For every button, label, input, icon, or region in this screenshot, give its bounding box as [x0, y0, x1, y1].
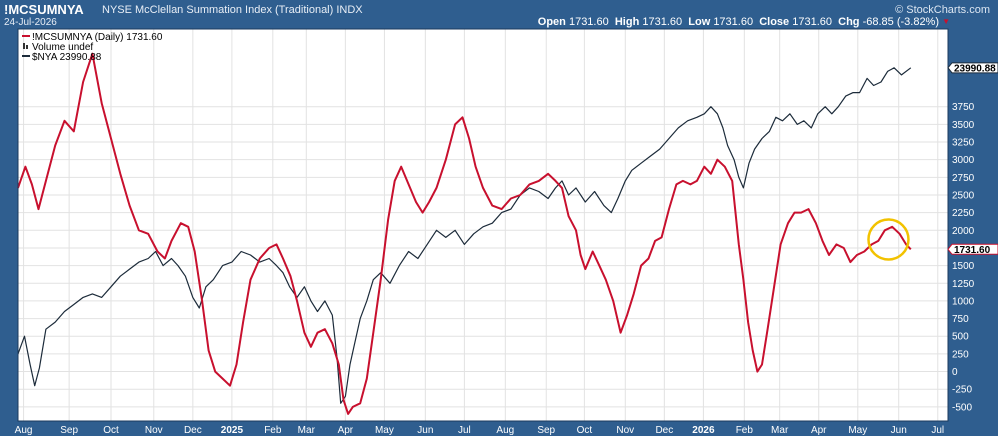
x-gridlines — [23, 29, 939, 421]
x-tick-label: Jul — [931, 425, 944, 436]
x-axis-labels: Aug Sep Oct Nov Dec 2025 Feb Mar Apr May Jun Jul Aug… — [15, 425, 944, 436]
chg-label: Chg — [838, 16, 860, 28]
ohlc-readout: Open 1731.60 High 1731.60 Low 1731.60 Cl… — [538, 16, 950, 28]
y-tick-label: 2500 — [952, 190, 975, 201]
nya-line — [17, 67, 912, 404]
high-label: High — [614, 16, 640, 28]
open-label: Open — [537, 16, 566, 28]
y-tick-label: 3000 — [952, 155, 975, 166]
legend-entry: $NYA 23990.88 — [32, 52, 102, 63]
x-tick-label: Mar — [298, 425, 316, 436]
bar-swatch-icon — [23, 43, 25, 49]
x-tick-label: Dec — [184, 425, 202, 436]
x-tick-label: Mar — [771, 425, 789, 436]
down-triangle-icon: ▼ — [942, 17, 950, 26]
y-tick-label: 250 — [952, 349, 969, 360]
last-value-labels: 23990.88 1731.60 — [947, 62, 998, 256]
x-tick-label: May — [375, 425, 394, 436]
y-tick-label: 0 — [952, 367, 958, 378]
x-tick-label: Apr — [811, 425, 827, 436]
x-tick-label: Nov — [145, 425, 163, 436]
x-tick-label: Feb — [736, 425, 754, 436]
mcsum-line — [17, 52, 912, 415]
y-tick-label: 3750 — [952, 102, 975, 113]
close-value: 1731.60 — [792, 16, 832, 28]
x-tick-label: Sep — [537, 425, 555, 436]
nya-series — [17, 67, 912, 404]
chart-description: NYSE McClellan Summation Index (Traditio… — [102, 4, 363, 16]
brand-watermark: © StockCharts.com — [895, 4, 990, 16]
x-tick-label: Jun — [417, 425, 433, 436]
y-gridlines — [18, 106, 948, 408]
bar-swatch-icon — [26, 45, 28, 49]
y-tick-label: -500 — [952, 402, 972, 413]
y-axis-labels: -500-25002505007501000125015001750200022… — [952, 102, 975, 413]
legend-entry: Volume undef — [32, 42, 93, 53]
nya-last-label: 23990.88 — [954, 63, 996, 74]
x-tick-label: Nov — [616, 425, 634, 436]
highlight-annotation — [867, 218, 910, 261]
x-tick-label: Apr — [338, 425, 354, 436]
y-tick-label: 1000 — [952, 296, 975, 307]
plot-border — [17, 28, 949, 422]
y-tick-label: 2000 — [952, 226, 975, 237]
mcsum-last-label-box — [947, 243, 998, 255]
legend-entry: !MCSUMNYA (Daily) 1731.60 — [32, 32, 163, 43]
x-tick-label: Aug — [15, 425, 33, 436]
y-tick-label: 1250 — [952, 279, 975, 290]
y-tick-label: -250 — [952, 385, 972, 396]
y-tick-label: 3500 — [952, 120, 975, 131]
x-tick-label: Jul — [458, 425, 471, 436]
chart-date: 24-Jul-2026 — [4, 17, 57, 28]
y-tick-label: 500 — [952, 332, 969, 343]
x-tick-label: Oct — [577, 425, 593, 436]
x-tick-label: Feb — [264, 425, 282, 436]
high-value: 1731.60 — [642, 16, 683, 28]
low-label: Low — [688, 16, 711, 28]
x-tick-label: Oct — [103, 425, 119, 436]
low-value: 1731.60 — [713, 16, 754, 28]
y-tick-label: 2750 — [952, 173, 975, 184]
highlight-circle — [867, 218, 910, 261]
x-tick-label: Aug — [496, 425, 514, 436]
mcsum-series — [17, 52, 912, 415]
y-tick-label: 750 — [952, 314, 969, 325]
x-tick-label: Dec — [655, 425, 673, 436]
x-tick-label: 2026 — [692, 425, 715, 436]
y-tick-label: 3250 — [952, 138, 975, 149]
y-tick-label: 1500 — [952, 261, 975, 272]
mcsum-last-label: 1731.60 — [954, 245, 991, 256]
chg-value: -68.85 (-3.82%) — [862, 16, 940, 28]
close-label: Close — [759, 16, 790, 28]
plot-area — [18, 29, 948, 421]
y-tick-label: 2250 — [952, 208, 975, 219]
x-tick-label: May — [848, 425, 867, 436]
open-value: 1731.60 — [568, 16, 609, 28]
chart-ticker-title: !MCSUMNYA — [4, 2, 84, 17]
x-tick-label: 2025 — [221, 425, 244, 436]
x-tick-label: Sep — [60, 425, 78, 436]
nya-last-label-box — [947, 62, 998, 74]
x-tick-label: Jun — [891, 425, 907, 436]
